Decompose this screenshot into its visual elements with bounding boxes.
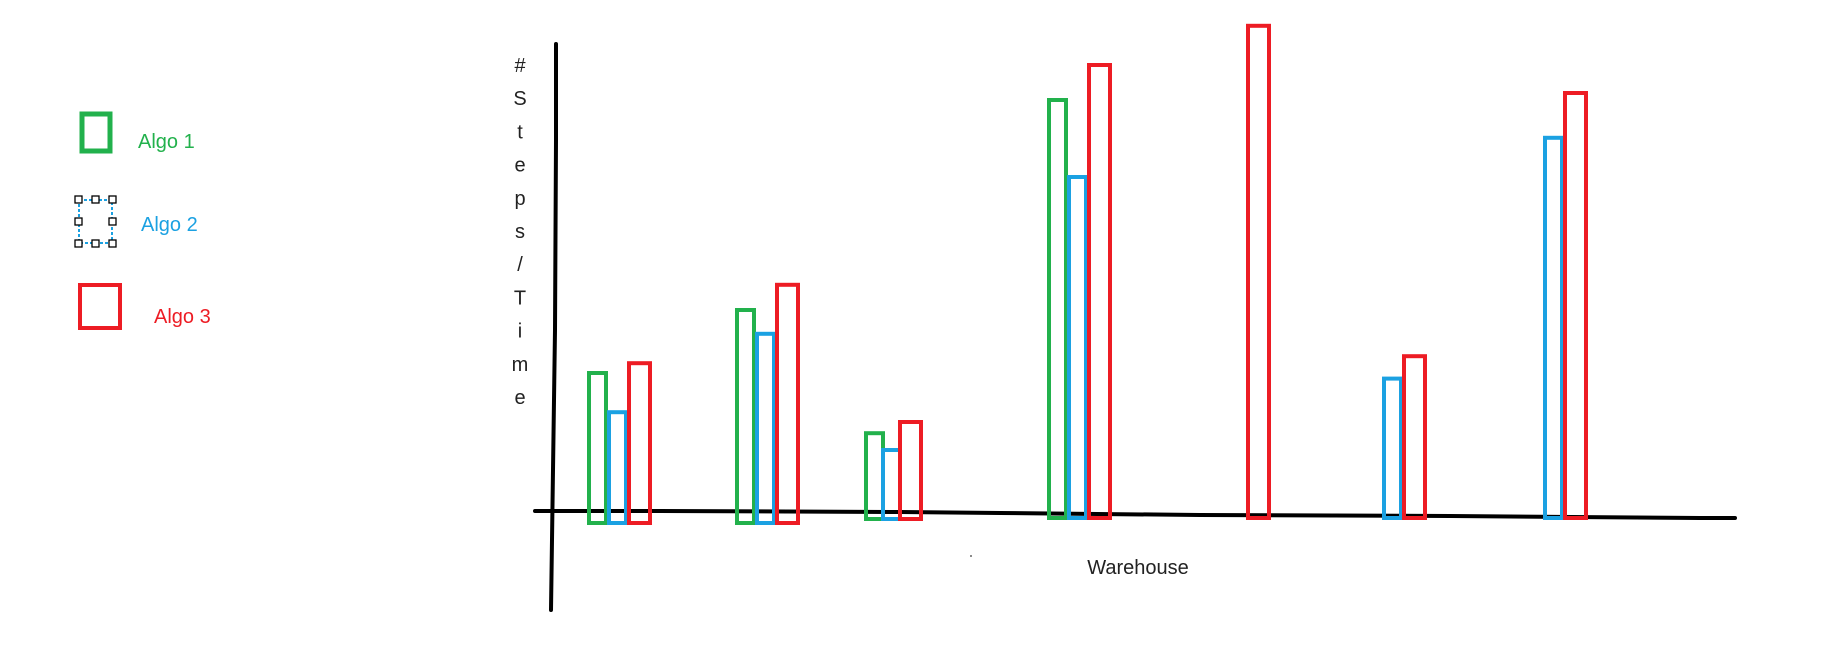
legend-label-algo-1: Algo 1 [138,131,195,153]
legend-swatch-algo-3 [78,283,122,330]
bar-algo-2-group-6 [1382,376,1403,520]
legend-item-algo-1: Algo 1 [79,111,195,154]
legend-swatch-algo-2 [78,199,113,244]
y-axis-title-char: e [514,155,525,177]
legend-label-algo-2: Algo 2 [141,214,198,236]
stray-dot [970,555,972,557]
y-axis-title-char: # [514,55,526,77]
bar-algo-3-group-4 [1087,63,1112,520]
legend-swatch-algo-1 [79,111,113,154]
bar-algo-2-group-2 [755,331,776,525]
bar-algo-1-group-3 [864,431,885,522]
y-axis-title-char: T [514,287,526,309]
bar-algo-3-group-2 [775,282,800,525]
bar-algo-1-group-1 [587,371,608,525]
selection-handles-icon [74,195,117,248]
y-axis-title-char: p [514,188,525,210]
y-axis-title-char: i [518,321,522,343]
bar-algo-3-group-1 [627,361,652,526]
y-axis-title-char: m [512,354,529,376]
y-axis-title-char: S [513,88,526,110]
legend-label-algo-3: Algo 3 [154,306,211,328]
bars [587,23,1588,526]
bar-algo-2-group-4 [1067,175,1088,520]
y-axis-title-char: / [517,254,523,276]
bar-algo-3-group-6 [1402,354,1427,521]
bar-algo-2-group-7 [1543,135,1564,521]
y-axis-title-char: t [517,121,523,143]
x-axis [533,509,1737,520]
y-axis [549,42,558,612]
bar-algo-1-group-4 [1047,98,1068,520]
bar-algo-3-group-3 [898,420,923,521]
y-axis-title-char: e [514,387,525,409]
bar-algo-3-group-7 [1563,91,1588,520]
legend: Algo 1 Algo 2 Algo 3 [74,111,211,330]
bar-algo-2-group-3 [881,448,902,521]
y-axis-title-char: s [515,221,525,243]
legend-item-algo-3: Algo 3 [78,283,211,330]
legend-item-algo-2: Algo 2 [74,195,198,248]
bar-algo-2-group-1 [607,410,628,526]
bar-algo-3-group-5 [1246,23,1271,521]
x-axis-title: Warehouse [1087,557,1189,579]
bar-algo-1-group-2 [735,308,756,525]
